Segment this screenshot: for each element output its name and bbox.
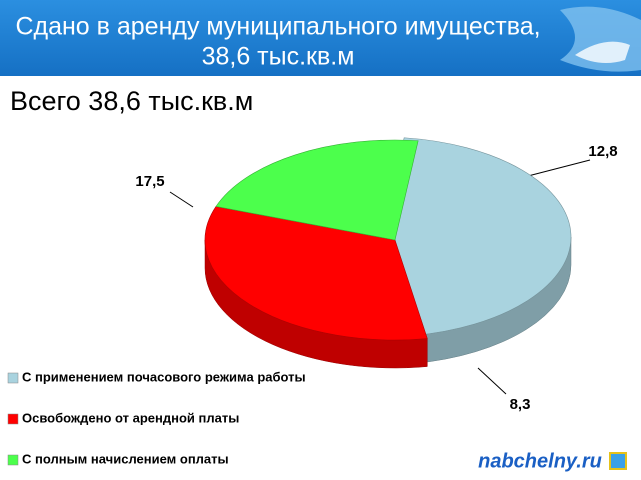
chart-title: Сдано в аренду муниципального имущества,: [15, 13, 540, 41]
logo-icon: [609, 452, 627, 470]
legend-label: С полным начислением оплаты: [22, 451, 229, 466]
value-label: 12,8: [588, 143, 617, 160]
legend-swatch: [7, 413, 19, 425]
legend-swatch: [7, 454, 19, 466]
leader-line: [527, 159, 591, 177]
slice: [380, 137, 572, 336]
slice: [215, 139, 419, 241]
pie: 17,5 12,8 8,3: [135, 137, 618, 413]
header-bar: [0, 0, 641, 76]
legend-swatch: [7, 372, 19, 384]
legend-label: Освобождено от арендной платы: [22, 410, 239, 425]
emblem: [560, 6, 641, 72]
leader-line: [477, 367, 507, 395]
value-label: 17,5: [135, 173, 164, 190]
legend-label: С применением почасового режима работы: [22, 369, 306, 384]
logo: nabchelny.ru: [478, 450, 602, 472]
chart-subtitle: Всего 38,6 тыс.кв.м: [10, 86, 253, 116]
slice: [204, 206, 428, 341]
value-label: 8,3: [510, 396, 531, 413]
leader-line: [169, 191, 194, 208]
chart-title: 38,6 тыс.кв.м: [202, 43, 355, 71]
legend: С применением почасового режима работы Ос…: [7, 369, 306, 466]
